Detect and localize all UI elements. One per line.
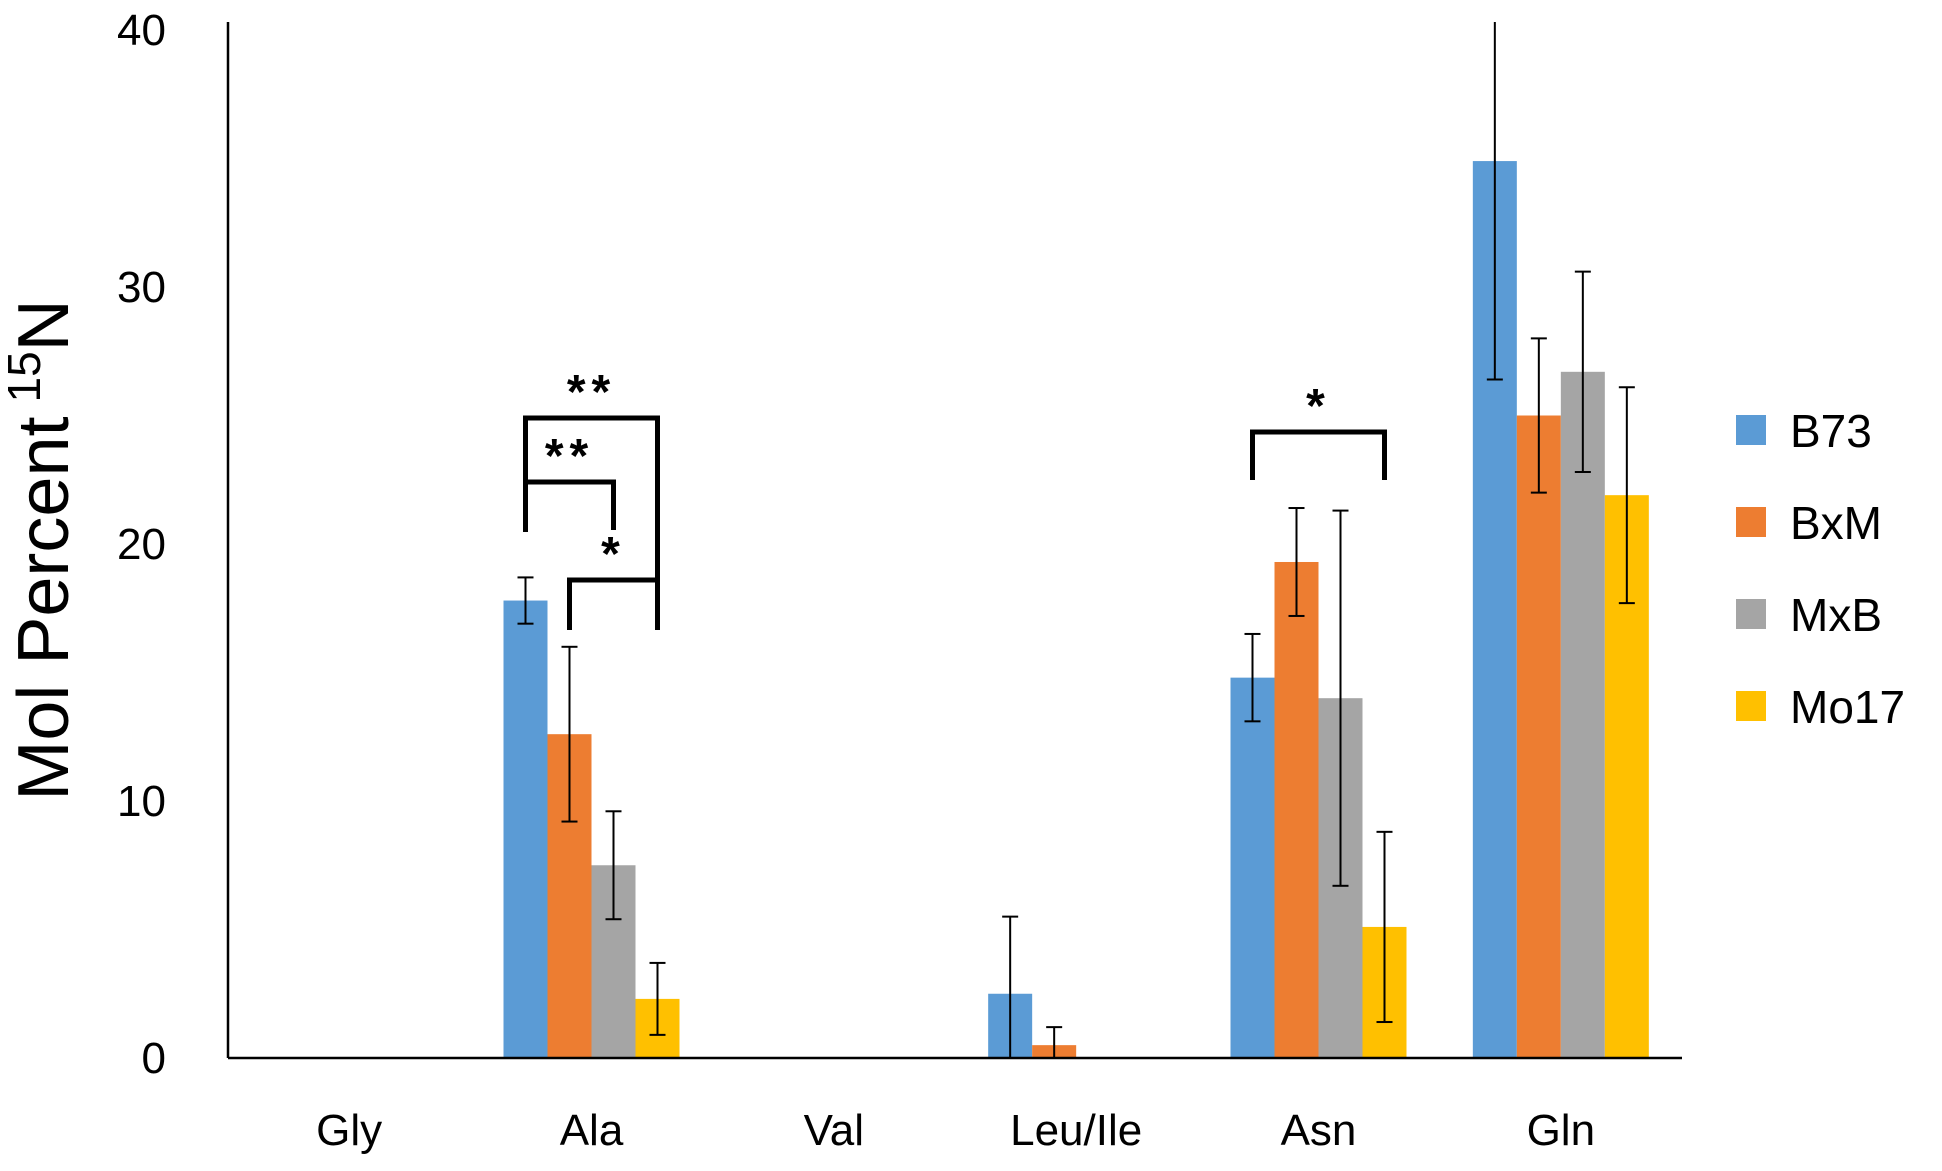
x-category-label: Ala — [560, 1106, 624, 1155]
y-axis-label-suffix: N — [4, 299, 84, 351]
bar-mxb-gln — [1560, 371, 1605, 1058]
y-tick-label: 40 — [117, 6, 166, 55]
error-bar — [517, 576, 534, 625]
error-bars-layer — [517, 22, 1635, 1059]
error-bar — [1618, 386, 1635, 605]
significance-brackets-layer: ****** — [523, 366, 1387, 630]
y-axis-label-superscript: 15 — [0, 351, 50, 402]
error-bar — [1288, 507, 1305, 617]
error-bar — [1486, 22, 1503, 381]
error-bar — [1244, 632, 1261, 723]
x-category-label: Gly — [316, 1106, 382, 1155]
error-bar — [1376, 830, 1393, 1024]
error-bar — [605, 810, 622, 921]
legend-swatch — [1736, 415, 1766, 445]
significance-label: * — [1306, 380, 1331, 433]
legend-item-mo17: Mo17 — [1736, 681, 1905, 733]
y-tick-label: 0 — [142, 1034, 166, 1083]
significance-label: ** — [567, 366, 616, 419]
legend-item-mxb: MxB — [1736, 589, 1882, 641]
error-bar — [561, 645, 578, 823]
y-axis-label: Mol Percent 15N — [0, 299, 84, 800]
legend-swatch — [1736, 691, 1766, 721]
legend-label: Mo17 — [1790, 681, 1905, 733]
legend-swatch — [1736, 599, 1766, 629]
legend: B73 BxM MxB Mo17 — [1736, 405, 1905, 733]
x-category-label: Gln — [1527, 1106, 1595, 1155]
error-bar — [1530, 337, 1547, 494]
significance-label: * — [601, 528, 626, 581]
x-category-label: Asn — [1281, 1106, 1357, 1155]
x-category-label: Leu/Ile — [1010, 1106, 1142, 1155]
legend-label: BxM — [1790, 497, 1882, 549]
bars-layer — [503, 161, 1649, 1058]
bar-b73-ala — [503, 600, 548, 1058]
bar-bxm-asn — [1274, 561, 1319, 1058]
significance-bracket: * — [1250, 380, 1387, 480]
x-category-label: Val — [804, 1106, 864, 1155]
bar-bxm-gln — [1516, 415, 1561, 1058]
legend-item-bxm: BxM — [1736, 497, 1882, 549]
significance-bracket: ** — [523, 430, 616, 532]
error-bar — [1332, 509, 1349, 887]
y-tick-labels: 0 10 20 30 40 — [117, 6, 166, 1083]
bar-b73-asn — [1230, 677, 1275, 1058]
y-tick-label: 20 — [117, 520, 166, 569]
significance-bracket: ** — [523, 366, 660, 628]
y-axis-label-main: Mol Percent — [4, 417, 84, 801]
legend-swatch — [1736, 507, 1766, 537]
legend-label: MxB — [1790, 589, 1882, 641]
y-tick-label: 30 — [117, 263, 166, 312]
x-category-labels: Gly Ala Val Leu/Ile Asn Gln — [316, 1106, 1595, 1155]
error-bar — [649, 961, 666, 1036]
error-bar — [1574, 270, 1591, 474]
significance-label: ** — [545, 430, 594, 483]
significance-bracket: * — [567, 528, 660, 630]
legend-label: B73 — [1790, 405, 1872, 457]
y-tick-label: 10 — [117, 777, 166, 826]
legend-item-b73: B73 — [1736, 405, 1872, 457]
